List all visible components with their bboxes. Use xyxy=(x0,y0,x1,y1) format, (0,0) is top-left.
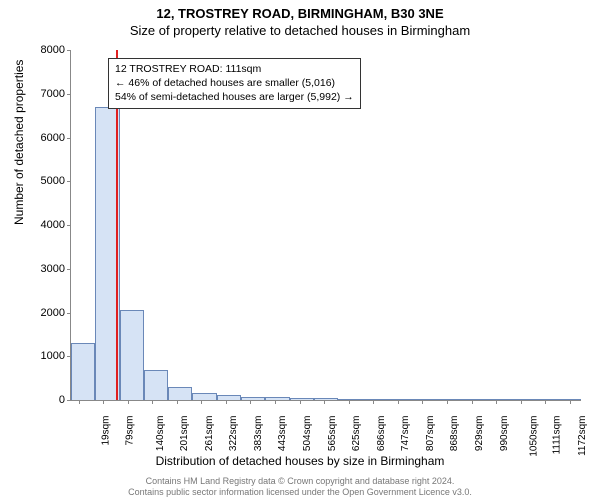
histogram-bar xyxy=(120,310,144,400)
x-tick-label: 19sqm xyxy=(100,416,111,446)
x-tick-label: 1111sqm xyxy=(551,416,562,455)
histogram-bar xyxy=(387,399,411,400)
histogram-bar xyxy=(71,343,95,400)
annotation-line3: 54% of semi-detached houses are larger (… xyxy=(115,90,354,104)
annotation-box: 12 TROSTREY ROAD: 111sqm ← 46% of detach… xyxy=(108,58,361,109)
x-tick-label: 504sqm xyxy=(302,416,313,452)
y-tick-label: 1000 xyxy=(21,350,65,362)
histogram-bar xyxy=(290,398,314,400)
x-tick-label: 868sqm xyxy=(449,416,460,452)
histogram-bar xyxy=(265,397,289,400)
x-tick-label: 807sqm xyxy=(425,416,436,452)
x-tick-label: 990sqm xyxy=(499,416,510,452)
x-tick-label: 261sqm xyxy=(204,416,215,452)
x-tick-label: 443sqm xyxy=(277,416,288,452)
x-tick-label: 1050sqm xyxy=(529,416,540,457)
y-tick-label: 5000 xyxy=(21,175,65,187)
histogram-bar xyxy=(217,395,241,400)
annotation-line1: 12 TROSTREY ROAD: 111sqm xyxy=(115,62,354,76)
y-tick-label: 8000 xyxy=(21,44,65,56)
chart-title-address: 12, TROSTREY ROAD, BIRMINGHAM, B30 3NE xyxy=(0,0,600,21)
x-tick-label: 565sqm xyxy=(327,416,338,452)
y-tick-label: 3000 xyxy=(21,263,65,275)
x-tick-label: 201sqm xyxy=(179,416,190,452)
histogram-bar xyxy=(144,370,168,400)
x-tick-label: 625sqm xyxy=(351,416,362,452)
histogram-bar xyxy=(168,387,192,400)
chart-container: 12, TROSTREY ROAD, BIRMINGHAM, B30 3NE S… xyxy=(0,0,600,500)
x-tick-label: 929sqm xyxy=(474,416,485,452)
x-tick-label: 79sqm xyxy=(124,416,135,446)
y-tick-label: 2000 xyxy=(21,307,65,319)
y-tick-label: 4000 xyxy=(21,219,65,231)
footer-attribution: Contains HM Land Registry data © Crown c… xyxy=(0,476,600,498)
y-tick-label: 0 xyxy=(21,394,65,406)
histogram-bar xyxy=(192,393,216,400)
x-tick-label: 383sqm xyxy=(253,416,264,452)
y-tick-label: 7000 xyxy=(21,88,65,100)
histogram-bar xyxy=(314,398,338,400)
y-tick-label: 6000 xyxy=(21,132,65,144)
histogram-bar xyxy=(338,399,362,400)
histogram-bar xyxy=(362,399,386,400)
footer-line1: Contains HM Land Registry data © Crown c… xyxy=(0,476,600,487)
x-tick-label: 1172sqm xyxy=(577,416,588,456)
footer-line2: Contains public sector information licen… xyxy=(0,487,600,498)
x-tick-label: 747sqm xyxy=(400,416,411,452)
x-tick-label: 322sqm xyxy=(228,416,239,452)
histogram-bar xyxy=(241,397,265,401)
x-tick-label: 140sqm xyxy=(155,416,166,452)
x-axis-label: Distribution of detached houses by size … xyxy=(0,454,600,468)
x-tick-label: 686sqm xyxy=(376,416,387,452)
annotation-line2: ← 46% of detached houses are smaller (5,… xyxy=(115,76,354,90)
chart-title-subtitle: Size of property relative to detached ho… xyxy=(0,21,600,38)
